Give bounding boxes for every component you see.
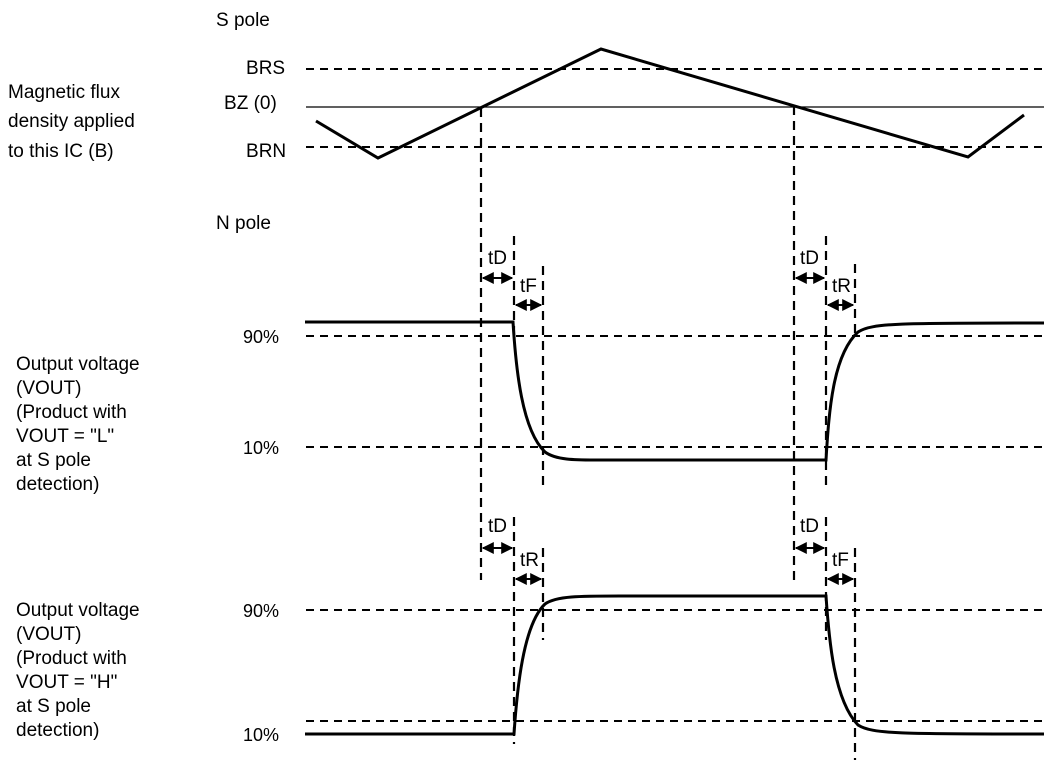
bz-label: BZ (0): [224, 93, 277, 114]
output-h-waveform: [305, 594, 1044, 736]
flux-label-line2: density applied: [8, 111, 135, 132]
out-h-line3: (Product with: [16, 648, 127, 669]
out-l-line5: at S pole: [16, 450, 91, 471]
flux-section-label: Magnetic flux density applied to this IC…: [8, 82, 135, 162]
out-h-line5: at S pole: [16, 696, 91, 717]
tf-label-1: tF: [520, 276, 537, 297]
tr-label-1: tR: [832, 276, 851, 297]
td-label-1: tD: [488, 248, 507, 269]
output-l-waveform: [305, 320, 1044, 462]
tf-label-2: tF: [832, 550, 849, 571]
output-l-section-label: Output voltage (VOUT) (Product with VOUT…: [16, 354, 140, 495]
out-l-line3: (Product with: [16, 402, 127, 423]
td-label-4: tD: [800, 516, 819, 537]
timing-markers: [479, 106, 857, 760]
s-pole-label: S pole: [216, 10, 270, 31]
out-h-line6: detection): [16, 720, 99, 741]
out-l-line4: VOUT = "L": [16, 426, 114, 447]
out-l-line1: Output voltage: [16, 354, 140, 375]
brn-label: BRN: [246, 141, 286, 162]
tr-label-2: tR: [520, 550, 539, 571]
out-h-90-label: 90%: [243, 601, 279, 621]
td-label-2: tD: [800, 248, 819, 269]
out-l-line2: (VOUT): [16, 378, 81, 399]
out-l-10-label: 10%: [243, 438, 279, 458]
output-h-section-label: Output voltage (VOUT) (Product with VOUT…: [16, 600, 140, 741]
brs-label: BRS: [246, 58, 285, 79]
out-h-line1: Output voltage: [16, 600, 140, 621]
out-l-line6: detection): [16, 474, 99, 495]
out-h-line4: VOUT = "H": [16, 672, 117, 693]
out-h-10-label: 10%: [243, 725, 279, 745]
n-pole-label: N pole: [216, 213, 271, 234]
td-label-3: tD: [488, 516, 507, 537]
flux-label-line1: Magnetic flux: [8, 82, 120, 103]
out-h-line2: (VOUT): [16, 624, 81, 645]
out-l-90-label: 90%: [243, 327, 279, 347]
flux-label-line3: to this IC (B): [8, 141, 114, 162]
flux-waveform: [315, 47, 1025, 160]
